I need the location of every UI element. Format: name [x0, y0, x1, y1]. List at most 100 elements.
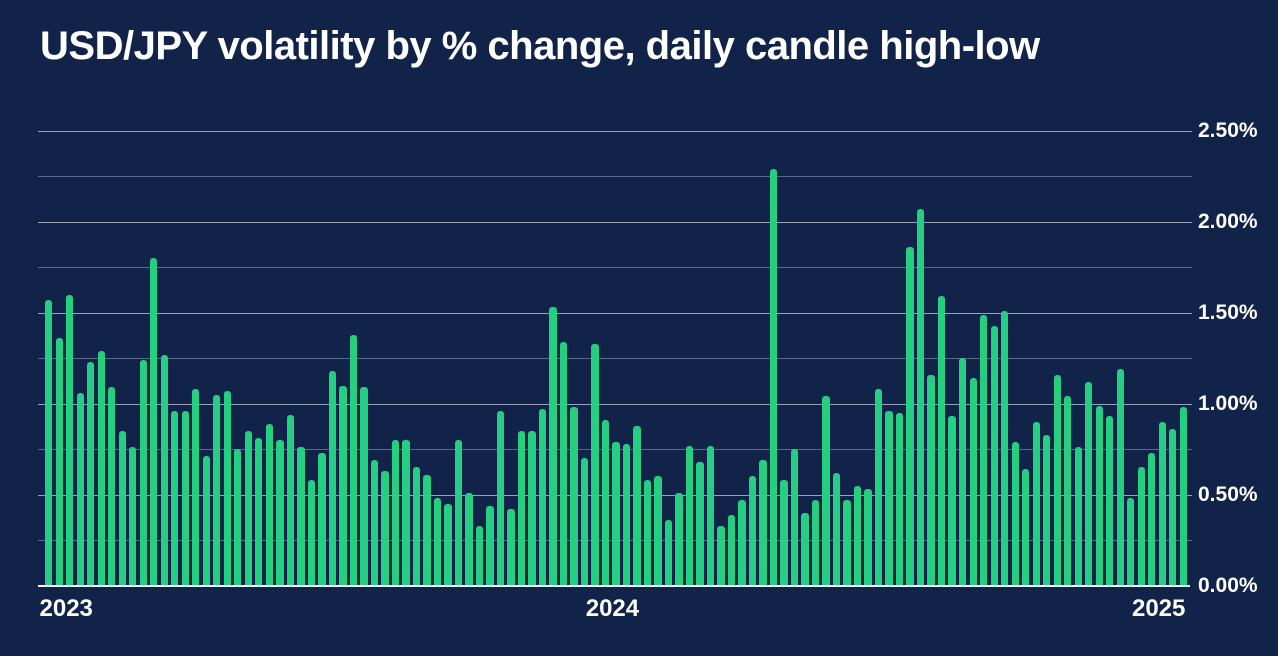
bar	[328, 370, 337, 586]
bar	[265, 423, 273, 586]
bar	[1043, 434, 1051, 586]
bar	[349, 334, 358, 586]
bar	[1116, 369, 1124, 586]
gridline	[38, 221, 1192, 223]
bar	[738, 500, 746, 586]
bar	[1179, 407, 1187, 586]
bar	[591, 343, 599, 586]
gridline	[38, 358, 1192, 360]
bar	[622, 443, 631, 586]
bar	[66, 294, 74, 586]
bar	[874, 389, 883, 586]
bar	[192, 389, 200, 586]
bar	[528, 430, 536, 586]
bar	[885, 410, 893, 586]
bar	[853, 485, 862, 586]
bar	[643, 480, 652, 586]
bar	[76, 392, 84, 586]
bar	[959, 358, 967, 586]
bar	[1106, 416, 1114, 586]
gridline	[38, 403, 1192, 405]
bar	[759, 460, 767, 586]
bar	[1032, 421, 1040, 586]
bar	[381, 470, 389, 586]
y-axis-label: 0.50%	[1198, 482, 1258, 506]
bar	[286, 414, 294, 586]
bar	[685, 445, 694, 586]
bar	[360, 387, 368, 586]
gridline	[38, 176, 1192, 178]
bar	[612, 441, 620, 586]
bar	[496, 410, 505, 586]
bar	[339, 385, 347, 586]
bar	[696, 461, 704, 586]
bar	[927, 374, 935, 586]
bar	[318, 452, 326, 586]
bar	[895, 412, 904, 586]
chart-title: USD/JPY volatility by % change, daily ca…	[40, 24, 1040, 68]
bar	[916, 209, 925, 586]
bar	[507, 509, 515, 586]
x-axis-label-2024: 2024	[585, 595, 640, 622]
bar	[1053, 374, 1061, 586]
bar	[675, 492, 683, 586]
bar	[1011, 441, 1019, 586]
bar	[769, 169, 778, 586]
x-axis-line	[38, 584, 1190, 587]
bar	[1148, 452, 1156, 586]
y-axis-label: 2.50%	[1198, 119, 1258, 142]
bar	[160, 354, 168, 586]
bar	[748, 476, 757, 586]
bar	[1022, 469, 1030, 586]
bar	[202, 456, 210, 586]
bar	[223, 390, 231, 586]
bar	[1127, 498, 1135, 586]
bar	[937, 296, 946, 586]
bar	[213, 394, 221, 586]
y-axis-label: 2.00%	[1198, 209, 1258, 233]
bar	[559, 341, 568, 586]
x-axis-label-2023: 2023	[39, 595, 93, 622]
bar	[832, 472, 841, 586]
bar	[276, 440, 284, 586]
bar	[150, 258, 158, 586]
bar	[255, 438, 263, 586]
bar	[990, 325, 998, 586]
gridline	[38, 267, 1192, 269]
bar	[1169, 429, 1177, 586]
bar	[139, 360, 147, 586]
bar	[433, 498, 442, 586]
bar	[538, 409, 547, 586]
bar	[391, 440, 400, 586]
y-axis-label: 1.00%	[1198, 391, 1258, 415]
bar	[1137, 467, 1145, 586]
bar	[412, 467, 421, 586]
bar	[811, 500, 820, 586]
bar	[129, 447, 137, 586]
y-axis-label: 0.00%	[1198, 573, 1258, 597]
bar	[822, 396, 830, 586]
bar	[906, 247, 914, 586]
bar	[706, 445, 715, 586]
bar	[1001, 310, 1009, 586]
bar	[969, 378, 977, 586]
bar	[475, 525, 484, 586]
bar	[45, 300, 53, 586]
bar	[601, 420, 610, 586]
bar	[864, 489, 872, 586]
bar	[370, 460, 379, 586]
bar	[423, 474, 431, 586]
bar	[1085, 381, 1093, 586]
bar	[717, 525, 725, 586]
gridline	[38, 131, 1192, 132]
bar	[948, 416, 956, 586]
bar	[843, 500, 851, 586]
bar	[486, 505, 494, 586]
bar	[108, 387, 116, 586]
y-axis-label: 1.50%	[1198, 300, 1258, 324]
bar	[1158, 421, 1166, 586]
bar	[727, 514, 736, 586]
bar	[654, 476, 662, 586]
bar	[171, 410, 179, 586]
